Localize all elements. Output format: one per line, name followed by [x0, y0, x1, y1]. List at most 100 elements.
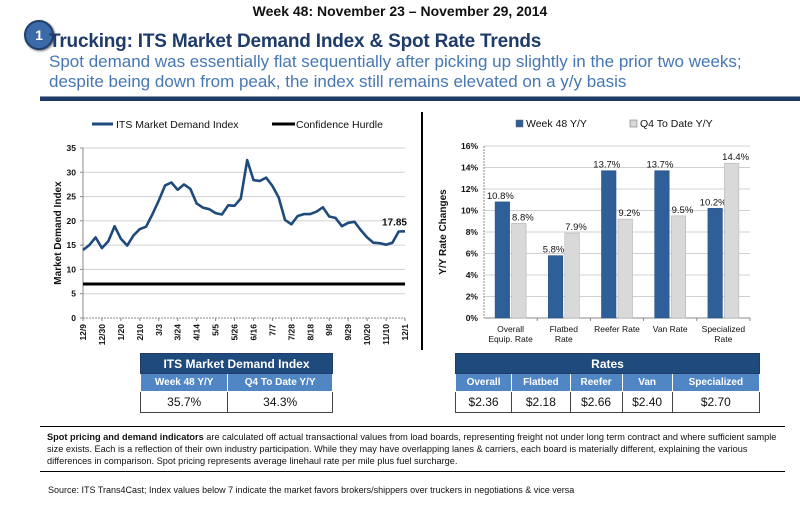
- y-tick-label: 8%: [466, 227, 479, 237]
- page-subtitle: Spot demand was essentially flat sequent…: [49, 52, 742, 91]
- bar-value-label: 13.7%: [593, 160, 620, 171]
- x-tick-label: 3/24: [173, 324, 183, 341]
- y-tick-label: 10: [67, 264, 77, 274]
- bar-value-label: 10.8%: [487, 191, 514, 202]
- x-category-label: Equip. Rate: [488, 334, 533, 344]
- source-note: Source: ITS Trans4Cast; Index values bel…: [48, 485, 575, 495]
- legend-label-demand-index: ITS Market Demand Index: [116, 119, 239, 131]
- x-tick-label: 8/18: [305, 324, 315, 341]
- demand-index-line: [82, 158, 406, 252]
- bar: [617, 218, 633, 319]
- legend-swatch: [515, 119, 524, 128]
- y-tick-label: 12%: [461, 184, 478, 194]
- y-axis-title: Market Demand Index: [53, 181, 64, 285]
- x-tick-label: 1/20: [116, 324, 126, 341]
- y-axis-title: Y/Y Rate Changes: [438, 189, 449, 275]
- bar: [548, 255, 564, 319]
- rates-table-cell: $2.40: [621, 391, 673, 413]
- x-category-label: Flatbed: [550, 324, 579, 334]
- legend-label: Q4 To Date Y/Y: [640, 118, 713, 130]
- rates-table-cell: $2.36: [454, 391, 513, 413]
- legend-swatch: [629, 119, 638, 128]
- y-tick-label: 10%: [461, 206, 478, 216]
- slide-number-badge: 1: [24, 20, 54, 50]
- bar-value-label: 13.7%: [646, 160, 673, 171]
- bar-value-label: 8.8%: [512, 212, 534, 223]
- y-tick-label: 15: [67, 240, 77, 250]
- chart-divider: [421, 112, 423, 350]
- rates-table-header: Overall: [454, 373, 513, 392]
- x-tick-label: 2/10: [135, 324, 145, 341]
- y-tick-label: 20: [67, 216, 77, 226]
- rates-table-header: Van: [621, 373, 673, 392]
- bar-value-label: 9.5%: [672, 205, 694, 216]
- bar: [601, 170, 617, 319]
- bar-value-label: 14.4%: [722, 152, 749, 163]
- rates-table-cell: $2.66: [569, 391, 623, 413]
- methodology-note: Spot pricing and demand indicators are c…: [40, 426, 785, 472]
- demand-table-header: Q4 To Date Y/Y: [227, 373, 333, 392]
- legend-label-confidence-hurdle: Confidence Hurdle: [296, 119, 383, 131]
- y-tick-label: 6%: [466, 249, 479, 259]
- bar: [511, 223, 527, 319]
- y-tick-label: 25: [67, 192, 77, 202]
- x-category-label: Rate: [555, 334, 573, 344]
- y-tick-label: 35: [67, 143, 77, 153]
- y-tick-label: 0%: [466, 313, 479, 323]
- x-tick-label: 4/14: [192, 324, 202, 341]
- y-tick-label: 14%: [461, 163, 478, 173]
- rates-table-header: Specialized: [671, 373, 761, 392]
- bar: [564, 232, 580, 319]
- x-category-label: Van Rate: [653, 324, 688, 334]
- demand-table-cell: 34.3%: [227, 391, 333, 413]
- rates-table-cell: $2.70: [671, 391, 761, 413]
- x-tick-label: 7/28: [286, 324, 296, 341]
- x-category-label: Overall: [497, 324, 524, 334]
- note-text: are calculated off actual transactional …: [47, 432, 777, 466]
- rates-table-title: Rates: [455, 353, 760, 374]
- rates-table: Rates Overall Flatbed Reefer Van Special…: [454, 353, 761, 413]
- demand-table-header: Week 48 Y/Y: [139, 373, 229, 392]
- y-tick-label: 16%: [461, 141, 478, 151]
- demand-table-title: ITS Market Demand Index: [140, 353, 333, 374]
- x-tick-label: 5/26: [230, 324, 240, 341]
- header-rule: [40, 96, 800, 101]
- week-heading: Week 48: November 23 – November 29, 2014: [252, 3, 548, 19]
- x-tick-label: 12/9: [78, 324, 88, 341]
- bar-value-label: 5.8%: [543, 245, 565, 256]
- rate-changes-bar-chart: Week 48 Y/Y Q4 To Date Y/Y 0% 2% 4% 6% 8% 10% 12…: [438, 118, 751, 344]
- y-tick-label: 30: [67, 167, 77, 177]
- x-tick-label: 12/1: [400, 324, 410, 341]
- x-category-label: Rate: [714, 334, 732, 344]
- y-tick-label: 2%: [466, 292, 479, 302]
- bar: [707, 208, 723, 319]
- y-tick-label: 0: [71, 313, 76, 323]
- rates-table-header: Reefer: [569, 373, 623, 392]
- x-tick-label: 9/8: [324, 324, 334, 336]
- x-tick-label: 9/29: [343, 324, 353, 341]
- bar-value-label: 7.9%: [565, 222, 587, 233]
- bar-value-label: 10.2%: [700, 197, 727, 208]
- bar: [494, 201, 510, 319]
- x-tick-label: 11/10: [381, 324, 391, 345]
- last-value-label: 17.85: [382, 217, 407, 228]
- x-category-label: Reefer Rate: [594, 324, 640, 334]
- note-bold-lead: Spot pricing and demand indicators: [47, 432, 204, 442]
- demand-index-line-chart: ITS Market Demand Index Confidence Hurdle…: [53, 119, 410, 346]
- rates-table-cell: $2.18: [511, 391, 571, 413]
- y-tick-label: 4%: [466, 270, 479, 280]
- x-tick-label: 6/16: [248, 324, 258, 341]
- bar: [654, 170, 670, 319]
- x-tick-label: 7/7: [267, 324, 277, 336]
- legend-label: Week 48 Y/Y: [526, 118, 587, 130]
- y-tick-label: 5: [71, 289, 76, 299]
- bar-value-label: 9.2%: [618, 208, 640, 219]
- bar: [670, 215, 686, 319]
- rates-table-header: Flatbed: [511, 373, 571, 392]
- bar: [724, 162, 740, 319]
- demand-table-cell: 35.7%: [139, 391, 229, 413]
- x-tick-label: 10/20: [362, 324, 372, 346]
- x-tick-label: 3/3: [154, 324, 164, 336]
- page-title: Trucking: ITS Market Demand Index & Spot…: [49, 31, 542, 52]
- x-tick-label: 12/30: [97, 324, 107, 346]
